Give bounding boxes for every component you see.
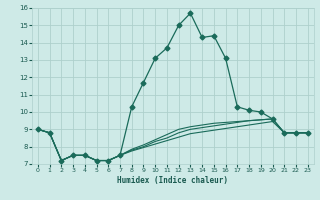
X-axis label: Humidex (Indice chaleur): Humidex (Indice chaleur) xyxy=(117,176,228,185)
